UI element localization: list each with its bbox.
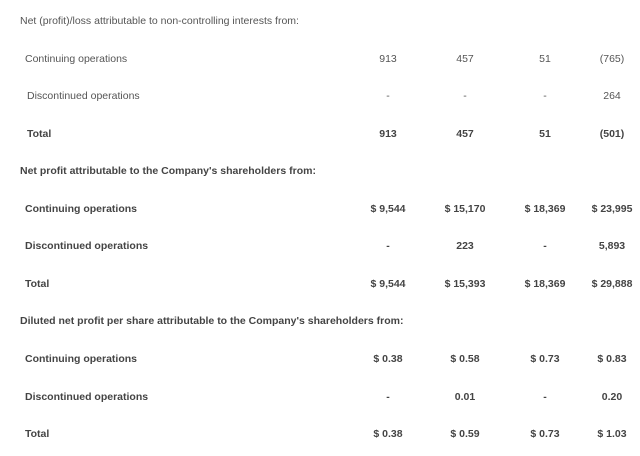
row-value: 5,893: [598, 240, 626, 253]
row-value: $ 9,544: [370, 277, 406, 290]
section-heading: Net (profit)/loss attributable to non-co…: [0, 13, 640, 29]
row-value: 51: [539, 127, 551, 140]
table-row: Discontinued operations - 0.01 - 0.20: [0, 389, 640, 405]
table-row: Total 913 457 51 (501): [0, 126, 640, 142]
row-value: $ 0.58: [450, 352, 480, 365]
row-value: -: [463, 90, 467, 103]
table-row: Continuing operations $ 0.38 $ 0.58 $ 0.73 $…: [0, 351, 640, 367]
row-value: $ 1.03: [597, 428, 627, 441]
row-value: 0.01: [454, 390, 476, 403]
section-heading-text: Net profit attributable to the Company's…: [20, 165, 316, 178]
row-value: $ 9,544: [370, 202, 406, 215]
row-label: Continuing operations: [25, 52, 128, 65]
row-label: Total: [25, 277, 50, 290]
row-value: 457: [456, 127, 474, 140]
table-row: Discontinued operations - 223 - 5,893: [0, 238, 640, 254]
row-value: $ 29,888: [591, 277, 633, 290]
row-value: $ 0.73: [530, 352, 560, 365]
row-value: (765): [599, 52, 625, 65]
table-row: Continuing operations 913 457 51 (765): [0, 51, 640, 67]
table-row: Discontinued operations - - - 264: [0, 88, 640, 104]
section-heading-text: Diluted net profit per share attributabl…: [20, 315, 404, 328]
row-label: Continuing operations: [25, 202, 137, 215]
row-value: $ 15,170: [444, 202, 486, 215]
row-value: 264: [603, 90, 621, 103]
row-value: -: [386, 240, 390, 253]
row-value: -: [386, 90, 390, 103]
row-value: (501): [599, 127, 625, 140]
table-row: Continuing operations $ 9,544 $ 15,170 $ 18…: [0, 201, 640, 217]
section-heading-text: Net (profit)/loss attributable to non-co…: [20, 15, 299, 27]
row-label: Discontinued operations: [27, 90, 140, 103]
row-value: $ 18,369: [524, 277, 566, 290]
row-label: Total: [25, 428, 50, 441]
row-value: $ 0.59: [450, 428, 480, 441]
row-value: $ 18,369: [524, 202, 566, 215]
row-label: Continuing operations: [25, 352, 137, 365]
row-value: $ 15,393: [444, 277, 486, 290]
row-value: $ 23,995: [591, 202, 633, 215]
row-value: $ 0.83: [597, 352, 627, 365]
table-row: Total $ 9,544 $ 15,393 $ 18,369 $ 29,888: [0, 276, 640, 292]
row-value: -: [543, 240, 547, 253]
row-value: $ 0.38: [373, 428, 403, 441]
row-value: 51: [539, 52, 551, 65]
row-value: $ 0.38: [373, 352, 403, 365]
table-row: Total $ 0.38 $ 0.59 $ 0.73 $ 1.03: [0, 426, 640, 442]
row-value: 223: [456, 240, 474, 253]
row-value: $ 0.73: [530, 428, 560, 441]
row-value: -: [543, 90, 547, 103]
row-label: Total: [27, 127, 52, 140]
row-value: 913: [379, 52, 397, 65]
section-heading: Diluted net profit per share attributabl…: [0, 313, 640, 329]
row-label: Discontinued operations: [25, 390, 149, 403]
row-value: 913: [379, 127, 397, 140]
row-label: Discontinued operations: [25, 240, 149, 253]
row-value: 0.20: [601, 390, 623, 403]
row-value: -: [386, 390, 390, 403]
row-value: 457: [456, 52, 474, 65]
section-heading: Net profit attributable to the Company's…: [0, 163, 640, 179]
row-value: -: [543, 390, 547, 403]
